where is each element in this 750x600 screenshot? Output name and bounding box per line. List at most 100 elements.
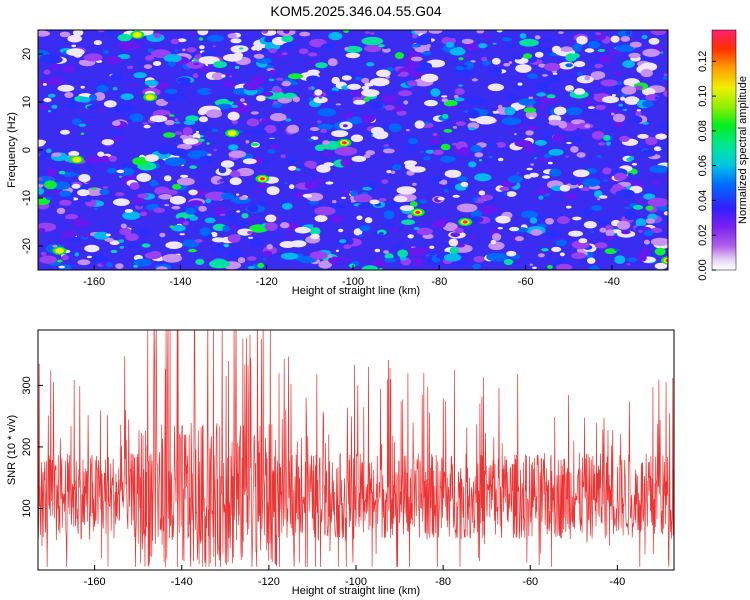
heatmap-cell bbox=[361, 85, 370, 90]
heatmap-cell bbox=[51, 152, 62, 157]
colorbar-ticks: 0.00 0.02 0.04 0.06 0.08 0.10 0.12 bbox=[697, 51, 716, 281]
heatmap-cell bbox=[41, 55, 63, 64]
heatmap-cell bbox=[650, 30, 666, 36]
colorbar-tick-label: 0.02 bbox=[697, 225, 709, 246]
heatmap-cell bbox=[99, 129, 103, 132]
heatmap-cell bbox=[206, 109, 223, 119]
heatmap-cell bbox=[118, 41, 141, 51]
heatmap-cell bbox=[199, 227, 212, 237]
heatmap-cell bbox=[292, 96, 300, 103]
heatmap-cell bbox=[194, 239, 203, 243]
heatmap-cell bbox=[496, 30, 503, 33]
heatmap-cell bbox=[71, 183, 81, 189]
heatmap-cell bbox=[199, 116, 208, 123]
heatmap-cell bbox=[504, 106, 516, 116]
heatmap-cell bbox=[38, 227, 46, 234]
heatmap-cell bbox=[515, 64, 532, 73]
heatmap-cell bbox=[169, 195, 186, 205]
heatmap-cell bbox=[262, 258, 267, 261]
heatmap-cell bbox=[488, 241, 505, 251]
heatmap-hotspot-peak bbox=[462, 220, 468, 224]
heatmap-cell bbox=[188, 248, 197, 253]
heatmap-cell bbox=[325, 181, 334, 185]
heatmap-cell bbox=[599, 195, 608, 199]
heatmap-cell bbox=[304, 160, 317, 168]
heatmap-cell bbox=[393, 195, 408, 203]
heatmap-cell bbox=[149, 180, 159, 187]
heatmap-cell bbox=[525, 130, 534, 136]
heatmap-cell bbox=[348, 263, 356, 268]
heatmap-cell bbox=[548, 148, 564, 156]
heatmap-cell bbox=[163, 70, 168, 74]
heatmap-cell bbox=[299, 31, 311, 37]
heatmap-cell bbox=[584, 75, 591, 81]
heatmap-cell bbox=[452, 142, 458, 146]
heatmap-cell bbox=[228, 144, 239, 151]
heatmap-cell bbox=[660, 145, 668, 151]
heatmap-cell bbox=[197, 138, 205, 142]
heatmap-cell bbox=[603, 134, 611, 141]
heatmap-cell bbox=[83, 53, 103, 62]
heatmap-cell bbox=[341, 257, 350, 261]
heatmap-cell bbox=[334, 146, 358, 156]
colorbar-tick-label: 0.10 bbox=[697, 85, 709, 106]
heatmap-cell bbox=[569, 177, 579, 186]
heatmap-cell bbox=[632, 204, 644, 210]
heatmap-cell bbox=[164, 204, 170, 207]
heatmap-cell bbox=[568, 230, 583, 237]
heatmap-cell bbox=[634, 85, 643, 90]
heatmap-cell bbox=[449, 105, 456, 109]
heatmap-cell bbox=[120, 93, 134, 100]
heatmap-cell bbox=[351, 155, 367, 162]
heatmap-cell bbox=[598, 142, 606, 146]
snr-background bbox=[38, 330, 674, 570]
heatmap-cell bbox=[378, 198, 387, 202]
heatmap-cell bbox=[304, 180, 318, 190]
heatmap-cell bbox=[250, 142, 259, 147]
heatmap-cell bbox=[75, 173, 80, 177]
heatmap-cell bbox=[247, 256, 257, 261]
heatmap-cell bbox=[227, 234, 241, 243]
heatmap-cell bbox=[198, 109, 207, 116]
heatmap-cell bbox=[569, 89, 573, 93]
heatmap-cell bbox=[275, 77, 284, 81]
heatmap-cell bbox=[343, 30, 349, 33]
heatmap-cell bbox=[223, 243, 230, 248]
heatmap-cell bbox=[143, 64, 153, 69]
heatmap-cell bbox=[116, 169, 125, 174]
heatmap-cell bbox=[626, 257, 638, 263]
heatmap-cell bbox=[97, 151, 105, 157]
heatmap-cell bbox=[624, 211, 637, 221]
heatmap-cell bbox=[138, 229, 150, 236]
heatmap-cell bbox=[256, 57, 272, 64]
heatmap-cell bbox=[84, 244, 100, 253]
heatmap-cell bbox=[590, 71, 606, 80]
heatmap-cell bbox=[515, 108, 519, 111]
heatmap-cell bbox=[460, 181, 469, 187]
heatmap-cell bbox=[309, 213, 316, 218]
heatmap-cell bbox=[516, 171, 520, 174]
heatmap-cell bbox=[443, 253, 462, 262]
heatmap-cell bbox=[544, 230, 562, 239]
heatmap-y-label: Frequency (Hz) bbox=[6, 112, 18, 188]
heatmap-cell bbox=[486, 252, 508, 262]
heatmap-cell bbox=[112, 86, 118, 91]
heatmap-cell bbox=[199, 45, 205, 50]
heatmap-cell bbox=[227, 96, 235, 102]
snr-x-tick-label: -60 bbox=[522, 576, 538, 588]
heatmap-cell bbox=[514, 140, 533, 148]
heatmap-cell bbox=[195, 130, 200, 134]
heatmap-cell bbox=[541, 175, 550, 179]
heatmap-cell bbox=[42, 83, 48, 86]
heatmap-cell bbox=[57, 259, 63, 263]
heatmap-cell bbox=[486, 143, 498, 148]
heatmap-cell bbox=[600, 79, 618, 87]
heatmap-hotspot-core bbox=[132, 32, 142, 38]
heatmap-cell bbox=[315, 178, 324, 182]
heatmap-cell bbox=[51, 104, 58, 109]
heatmap-cell bbox=[383, 148, 395, 154]
heatmap-cell bbox=[378, 232, 384, 236]
heatmap-cell bbox=[285, 118, 292, 122]
heatmap-cell bbox=[564, 193, 578, 200]
heatmap-cell bbox=[130, 84, 135, 88]
